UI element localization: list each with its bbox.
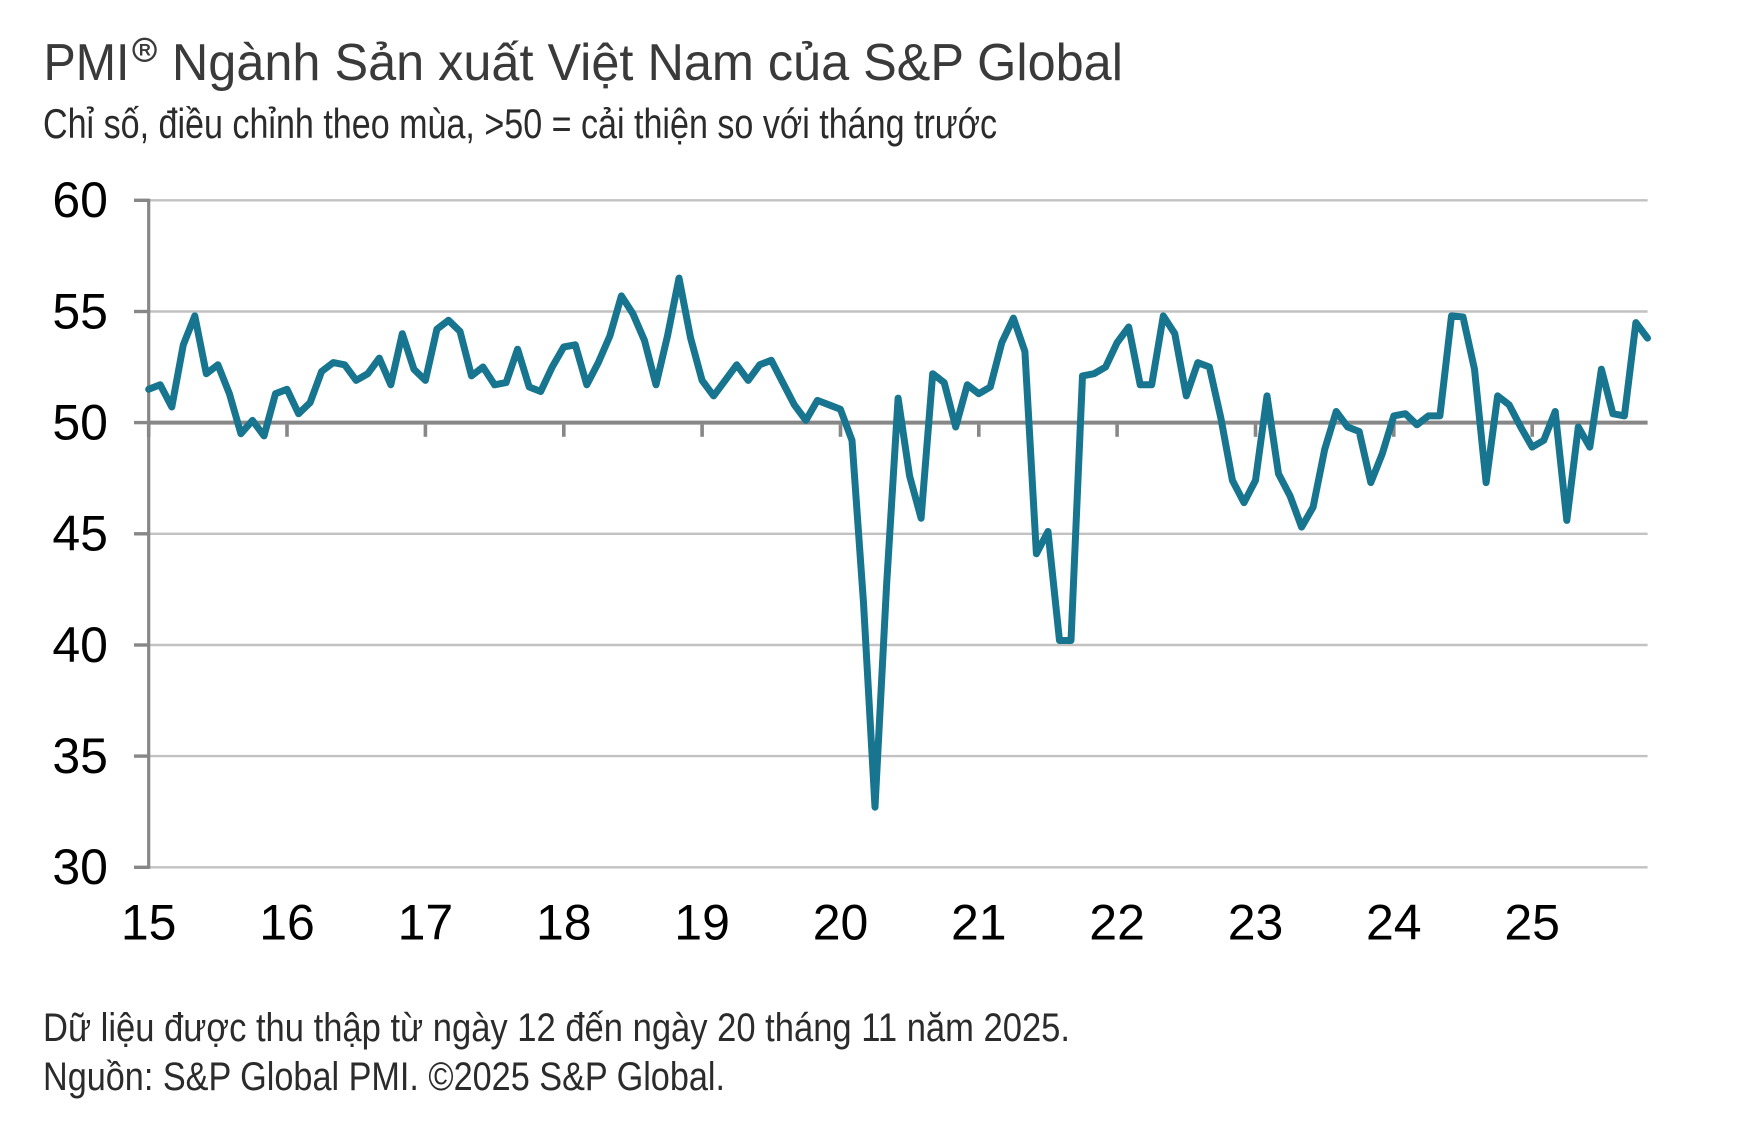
svg-text:24: 24 [1366,895,1422,951]
svg-text:17: 17 [398,895,454,951]
svg-text:60: 60 [52,172,108,228]
svg-text:Ngành Sản xuất Việt Nam của S&: Ngành Sản xuất Việt Nam của S&P Global [172,34,1123,92]
svg-text:PMI: PMI [44,34,130,92]
svg-text:30: 30 [52,839,108,895]
svg-text:25: 25 [1504,895,1560,951]
svg-text:23: 23 [1228,895,1284,951]
svg-text:45: 45 [52,506,108,562]
svg-text:15: 15 [121,895,177,951]
svg-text:19: 19 [674,895,730,951]
svg-text:R: R [139,42,151,60]
svg-text:35: 35 [52,728,108,784]
svg-text:55: 55 [52,283,108,339]
svg-text:Dữ liệu được thu thập từ ngày: Dữ liệu được thu thập từ ngày 12 đến ngà… [43,1006,1070,1050]
svg-text:16: 16 [259,895,315,951]
svg-text:50: 50 [52,394,108,450]
svg-text:18: 18 [536,895,592,951]
svg-text:22: 22 [1089,895,1145,951]
svg-text:40: 40 [52,617,108,673]
svg-text:21: 21 [951,895,1007,951]
svg-text:Nguồn: S&P Global PMI. ©2025 S: Nguồn: S&P Global PMI. ©2025 S&P Global. [43,1055,725,1099]
svg-text:Chỉ số, điều chỉnh theo mùa, >: Chỉ số, điều chỉnh theo mùa, >50 = cải t… [43,100,997,147]
svg-text:20: 20 [813,895,869,951]
